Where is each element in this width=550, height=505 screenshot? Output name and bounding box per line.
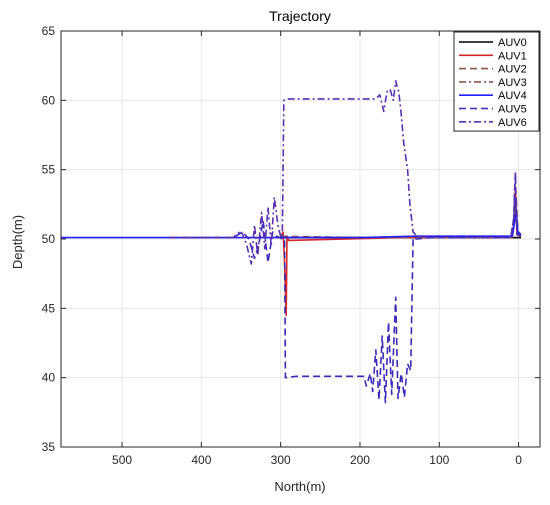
y-tick-label: 40 xyxy=(42,371,56,385)
legend-label-auv3: AUV3 xyxy=(498,77,527,89)
y-tick-label: 45 xyxy=(42,301,56,315)
legend-label-auv0: AUV0 xyxy=(498,37,527,49)
x-tick-label: 400 xyxy=(191,453,211,467)
x-tick-label: 0 xyxy=(515,453,522,467)
y-tick-label: 65 xyxy=(42,24,56,38)
legend-label-auv5: AUV5 xyxy=(498,104,527,116)
y-tick-label: 35 xyxy=(42,440,56,454)
x-tick-label: 100 xyxy=(429,453,449,467)
legend-label-auv1: AUV1 xyxy=(498,50,527,62)
x-tick-label: 200 xyxy=(350,453,370,467)
axis-ticks: 500 400 300 200 100 0 35 40 45 50 55 60 65 xyxy=(42,24,540,467)
y-tick-label: 60 xyxy=(42,93,56,107)
series-line-auv6 xyxy=(169,80,522,265)
x-axis-label: North(m) xyxy=(274,479,325,494)
chart-title: Trajectory xyxy=(269,8,331,24)
x-tick-label: 300 xyxy=(271,453,291,467)
x-tick-label: 500 xyxy=(112,453,132,467)
legend-box xyxy=(453,31,540,132)
legend-label-auv2: AUV2 xyxy=(498,64,527,76)
legend-label-auv4: AUV4 xyxy=(498,90,527,102)
legend-label-auv6: AUV6 xyxy=(498,117,527,129)
y-tick-label: 50 xyxy=(42,232,56,246)
y-tick-label: 55 xyxy=(42,163,56,177)
series-layer xyxy=(61,80,522,404)
y-axis-label: Depth(m) xyxy=(10,215,25,269)
